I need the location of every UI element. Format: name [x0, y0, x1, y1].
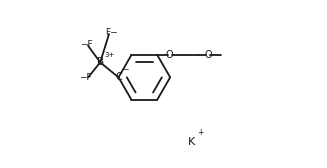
Text: −F: −F: [80, 39, 92, 49]
Text: B: B: [96, 57, 104, 67]
Text: O: O: [166, 50, 174, 60]
Text: O: O: [204, 50, 212, 60]
Text: +: +: [197, 128, 203, 137]
Text: F−: F−: [105, 28, 117, 37]
Text: C: C: [115, 72, 122, 82]
Text: 3+: 3+: [105, 52, 115, 58]
Text: −: −: [122, 65, 129, 74]
Text: −F: −F: [79, 73, 92, 82]
Text: K: K: [188, 137, 196, 147]
